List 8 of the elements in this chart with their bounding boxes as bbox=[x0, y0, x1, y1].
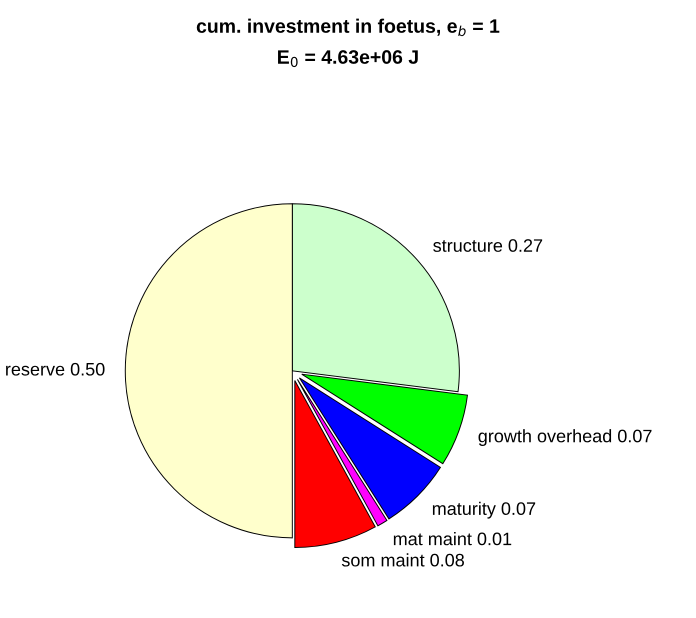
slice-label: mat maint 0.01 bbox=[394, 532, 512, 546]
slice-label: maturity 0.07 bbox=[432, 502, 536, 519]
slice-label: growth overhead 0.07 bbox=[478, 429, 652, 446]
chart-subtitle: E$_{0}$ = 4.63e+06 J bbox=[278, 50, 418, 68]
chart-title: cum. investment in foetus, e$_{b}$ = 1 bbox=[196, 18, 500, 36]
slice-label: structure 0.27 bbox=[433, 239, 542, 252]
slice-label: reserve 0.50 bbox=[6, 362, 105, 376]
slice-label: som maint 0.08 bbox=[342, 553, 464, 567]
